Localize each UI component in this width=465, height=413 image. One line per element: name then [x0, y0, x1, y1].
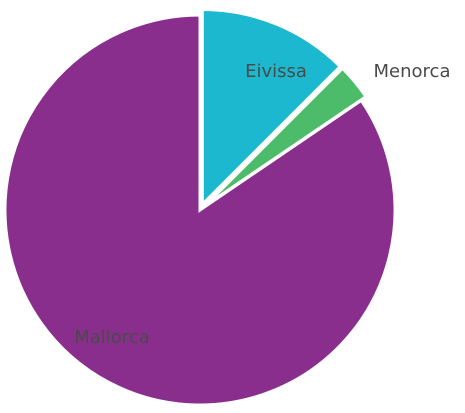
pie-label-eivissa: Eivissa [245, 61, 307, 82]
pie-slice-menorca [203, 66, 368, 208]
pie-label-menorca: Menorca [374, 61, 451, 82]
pie-slices [3, 7, 397, 407]
pie-labels: Eivissa Menorca Mallorca [74, 61, 450, 348]
pie-slice-mallorca [3, 13, 397, 407]
pie-slice-eivissa [200, 7, 343, 209]
pie-label-mallorca: Mallorca [74, 327, 150, 348]
